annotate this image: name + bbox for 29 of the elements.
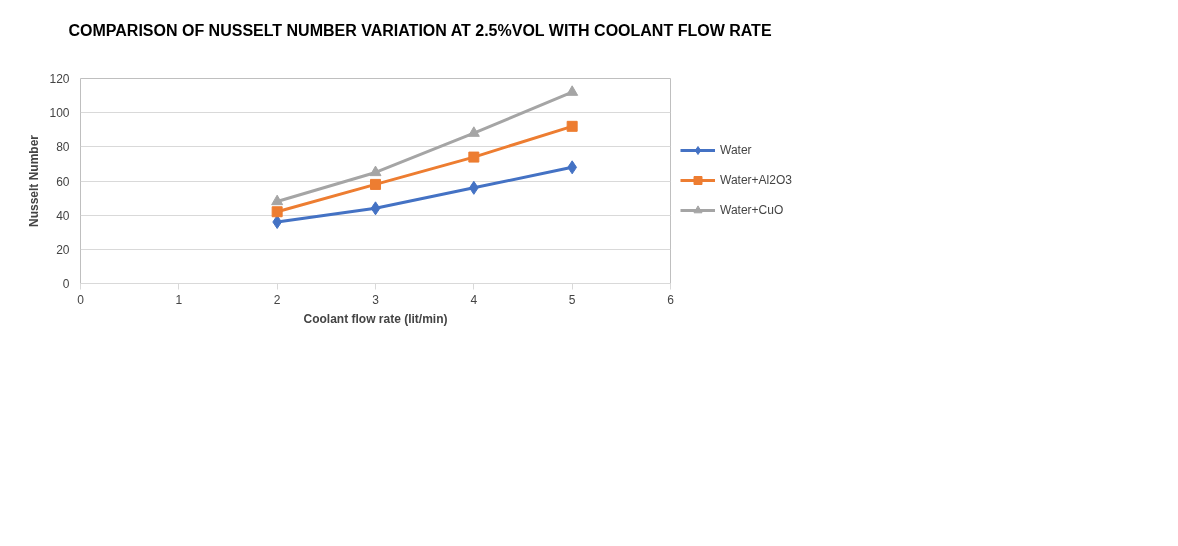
y-tick-label: 100: [49, 106, 70, 121]
x-axis-title: Coolant flow rate (lit/min): [303, 311, 448, 326]
y-tick-label: 120: [49, 71, 70, 86]
y-tick-label: 60: [56, 174, 70, 189]
x-tick-label: 4: [470, 292, 478, 307]
y-tick-label: 40: [56, 208, 70, 223]
x-tick-label: 0: [77, 292, 85, 307]
point: [467, 126, 480, 137]
legend-label: Water+CuO: [720, 203, 784, 218]
x-tick-label: 2: [273, 292, 281, 307]
x-tick-label: 5: [568, 292, 576, 307]
y-tick-label: 0: [62, 276, 70, 291]
x-tick-label: 3: [372, 292, 380, 307]
legend-label: Water: [720, 143, 752, 158]
x-tick-label: 6: [667, 292, 675, 307]
point: [369, 165, 382, 176]
y-tick-label: 20: [56, 242, 70, 257]
legend-label: Water+Al2O3: [720, 173, 792, 188]
point: [370, 178, 381, 190]
y-axis-title: Nusselt Number: [27, 134, 42, 227]
point: [370, 201, 381, 216]
point: [566, 85, 579, 96]
point: [271, 194, 284, 206]
point: [566, 120, 578, 132]
y-tick-label: 80: [56, 140, 70, 155]
point: [468, 151, 480, 163]
point: [271, 206, 283, 218]
x-tick-label: 1: [175, 292, 183, 307]
chart-title: COMPARISON OF NUSSELT NUMBER VARIATION AT 2.5%VOL WITH COOLANT FLOW RATE: [68, 21, 772, 41]
